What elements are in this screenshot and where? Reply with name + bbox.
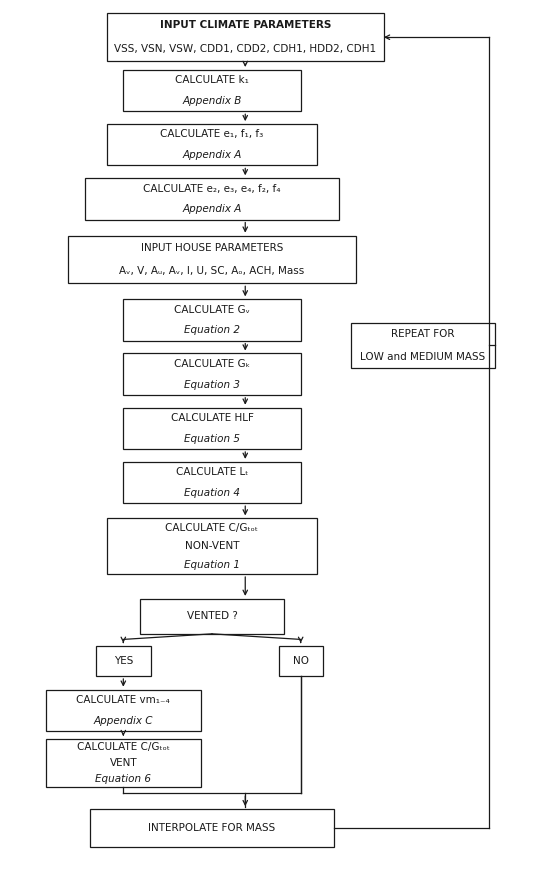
Bar [68, 235, 356, 283]
Bar [278, 645, 323, 676]
Text: CALCULATE e₂, e₃, e₄, f₂, f₄: CALCULATE e₂, e₃, e₄, f₂, f₄ [143, 184, 281, 193]
Text: Appendix C: Appendix C [94, 716, 153, 726]
Text: VENT: VENT [110, 758, 137, 768]
Text: YES: YES [114, 656, 133, 666]
Text: Equation 6: Equation 6 [95, 773, 152, 784]
Text: CALCULATE Gᵥ: CALCULATE Gᵥ [174, 305, 250, 314]
Bar [107, 518, 317, 574]
Text: Equation 5: Equation 5 [184, 434, 240, 443]
Text: Equation 3: Equation 3 [184, 380, 240, 389]
Bar [46, 739, 201, 787]
Text: NO: NO [292, 656, 309, 666]
Bar [90, 809, 334, 847]
Bar [96, 645, 151, 676]
Text: VSS, VSN, VSW, CDD1, CDD2, CDH1, HDD2, CDH1: VSS, VSN, VSW, CDD1, CDD2, CDH1, HDD2, C… [114, 44, 377, 54]
Text: INPUT HOUSE PARAMETERS: INPUT HOUSE PARAMETERS [141, 242, 283, 253]
Text: LOW and MEDIUM MASS: LOW and MEDIUM MASS [360, 352, 485, 361]
Bar [123, 354, 301, 395]
Bar [107, 13, 384, 61]
Text: Equation 4: Equation 4 [184, 488, 240, 498]
Bar [46, 690, 201, 731]
Bar [140, 598, 284, 634]
Text: Appendix B: Appendix B [182, 96, 242, 106]
Text: Aᵥ, V, Aᵤ, Aᵥ, I, U, SC, Aₒ, ACH, Mass: Aᵥ, V, Aᵤ, Aᵥ, I, U, SC, Aₒ, ACH, Mass [119, 267, 305, 276]
Text: CALCULATE Gₖ: CALCULATE Gₖ [174, 359, 250, 368]
Text: CALCULATE e₁, f₁, f₃: CALCULATE e₁, f₁, f₃ [160, 130, 263, 139]
Text: Appendix A: Appendix A [182, 150, 242, 160]
Text: NON-VENT: NON-VENT [185, 541, 240, 551]
Text: CALCULATE Lₜ: CALCULATE Lₜ [176, 467, 248, 477]
Text: CALCULATE vm₁₋₄: CALCULATE vm₁₋₄ [76, 695, 170, 705]
Bar [123, 408, 301, 449]
Text: INPUT CLIMATE PARAMETERS: INPUT CLIMATE PARAMETERS [159, 20, 331, 30]
Bar [123, 462, 301, 503]
Bar [107, 124, 317, 165]
Bar [85, 179, 339, 219]
Text: REPEAT FOR: REPEAT FOR [391, 329, 455, 340]
Bar [123, 300, 301, 341]
Bar [123, 70, 301, 111]
Text: VENTED ?: VENTED ? [187, 611, 237, 621]
Text: INTERPOLATE FOR MASS: INTERPOLATE FOR MASS [148, 823, 276, 834]
Text: CALCULATE k₁: CALCULATE k₁ [175, 75, 249, 85]
Text: Equation 1: Equation 1 [184, 560, 240, 570]
Text: CALCULATE C/Gₜₒₜ: CALCULATE C/Gₜₒₜ [165, 523, 258, 533]
Text: CALCULATE HLF: CALCULATE HLF [170, 413, 253, 423]
Bar [350, 323, 495, 368]
Text: Appendix A: Appendix A [182, 205, 242, 214]
Text: Equation 2: Equation 2 [184, 326, 240, 335]
Text: CALCULATE C/Gₜₒₜ: CALCULATE C/Gₜₒₜ [77, 742, 170, 752]
